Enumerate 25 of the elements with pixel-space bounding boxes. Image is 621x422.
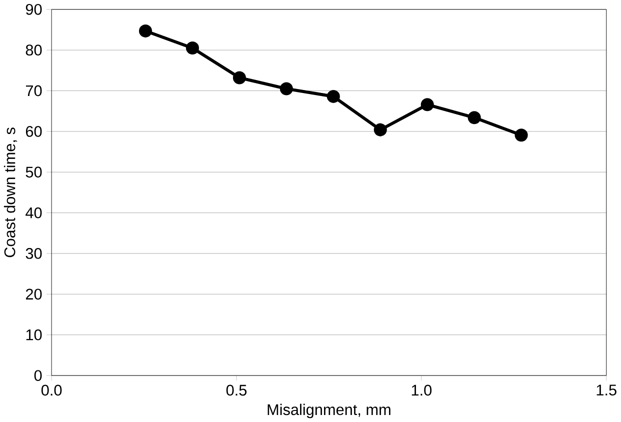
y-tick-label: 80 <box>26 44 42 56</box>
x-tick-label: 0.5 <box>226 384 247 396</box>
x-tick-label: 1.0 <box>412 384 432 396</box>
point <box>514 128 528 142</box>
y-tick-label: 10 <box>26 329 42 340</box>
y-tick-label: 30 <box>26 248 42 259</box>
point <box>420 98 434 112</box>
x-axis-title: Misalignment, mm <box>268 404 390 418</box>
point <box>138 24 152 38</box>
y-tick-label: 0 <box>34 370 42 381</box>
point <box>232 71 246 84</box>
y-tick-label: 70 <box>26 85 42 96</box>
y-tick-label: 50 <box>26 166 42 178</box>
y-tick-label: 40 <box>26 207 42 218</box>
x-tick-label: 1.5 <box>596 384 616 396</box>
point <box>468 111 481 124</box>
point <box>326 90 340 103</box>
y-tick-label: 20 <box>26 288 42 300</box>
y-axis-title: Coast down time, s <box>4 128 18 258</box>
point <box>374 123 387 136</box>
y-tick-label: 60 <box>26 126 42 137</box>
y-tick-label: 90 <box>26 4 42 15</box>
point <box>186 41 199 55</box>
x-tick-label: 0.0 <box>41 384 62 396</box>
point <box>280 82 293 96</box>
